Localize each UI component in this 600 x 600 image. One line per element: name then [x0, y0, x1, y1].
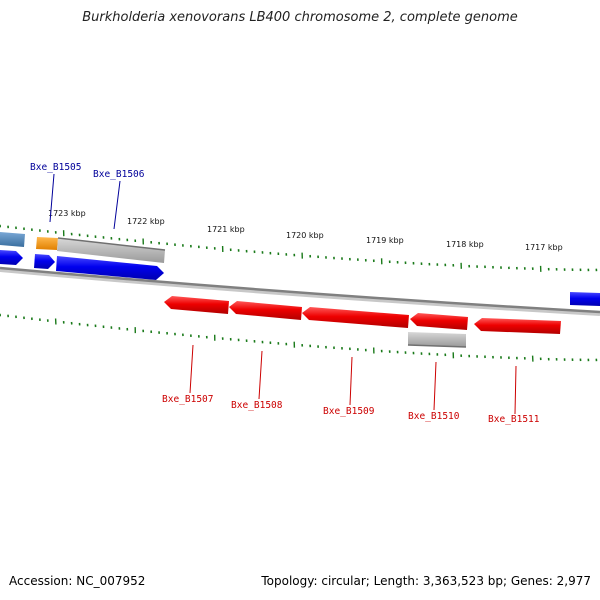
gene-arrow-bxe-b1507[interactable]	[164, 296, 229, 314]
scale-label: 1717 kbp	[525, 243, 563, 252]
backbone-line	[0, 266, 600, 314]
feature-gray-bxe-b1506[interactable]	[57, 238, 165, 263]
gene-label-bxe-b1506[interactable]: Bxe_B1506	[93, 169, 145, 180]
label-leaders	[49, 173, 517, 415]
leader-bxe-b1507	[189, 344, 194, 394]
gene-label-bxe-b1509[interactable]: Bxe_B1509	[323, 406, 375, 417]
leader-bxe-b1510	[433, 361, 437, 411]
feature-gray-bxe-b1510[interactable]	[408, 332, 466, 347]
scale-label: 1718 kbp	[446, 240, 484, 249]
gene-label-bxe-b1505[interactable]: Bxe_B1505	[30, 162, 81, 173]
scale-label: 1722 kbp	[127, 217, 165, 226]
gene-label-bxe-b1507[interactable]: Bxe_B1507	[162, 394, 213, 405]
scale-label: 1720 kbp	[286, 231, 324, 240]
leader-bxe-b1505	[49, 173, 55, 223]
gene-arrow-left-edge[interactable]	[0, 250, 23, 265]
scale-label: 1719 kbp	[366, 236, 404, 245]
leader-bxe-b1509	[349, 356, 353, 406]
genome-summary-text: Topology: circular; Length: 3,363,523 bp…	[261, 574, 591, 588]
feature-steelblue[interactable]	[0, 232, 25, 247]
gene-label-bxe-b1510[interactable]: Bxe_B1510	[408, 411, 460, 422]
gene-label-bxe-b1511[interactable]: Bxe_B1511	[488, 414, 540, 425]
gene-arrow-right-edge[interactable]	[570, 292, 600, 306]
gene-arrow-bxe-b1510[interactable]	[410, 313, 468, 330]
forward-genes	[0, 250, 600, 306]
leader-bxe-b1506	[113, 180, 121, 230]
leader-bxe-b1508	[258, 350, 263, 400]
feature-edge	[407, 344, 467, 348]
gene-arrow-bxe-b1505[interactable]	[34, 254, 55, 269]
feature-orange[interactable]	[36, 237, 58, 250]
scale-ticks-bottom	[0, 313, 598, 362]
feature-edge	[57, 237, 166, 251]
gene-arrow-bxe-b1508[interactable]	[229, 301, 302, 320]
leader-bxe-b1511	[514, 365, 517, 415]
backbone-shadow	[0, 268, 600, 316]
gene-arrow-bxe-b1506[interactable]	[56, 256, 164, 280]
scale-ticks-top	[0, 224, 598, 272]
scale-label: 1721 kbp	[207, 225, 245, 234]
gene-labels: Bxe_B1505 Bxe_B1506 Bxe_B1507 Bxe_B1508 …	[30, 162, 540, 425]
scale-labels: 1723 kbp 1722 kbp 1721 kbp 1720 kbp 1719…	[48, 209, 563, 252]
gene-label-bxe-b1508[interactable]: Bxe_B1508	[231, 400, 283, 411]
feature-track-lower	[407, 332, 467, 348]
reverse-genes	[164, 296, 561, 334]
gene-arrow-bxe-b1509[interactable]	[302, 307, 409, 328]
accession-text: Accession: NC_007952	[9, 574, 146, 588]
map-title: Burkholderia xenovorans LB400 chromosome…	[82, 10, 518, 25]
feature-track-upper	[0, 232, 166, 263]
backbone	[0, 266, 600, 316]
gene-arrow-bxe-b1511[interactable]	[474, 318, 561, 334]
scale-label: 1723 kbp	[48, 209, 86, 218]
